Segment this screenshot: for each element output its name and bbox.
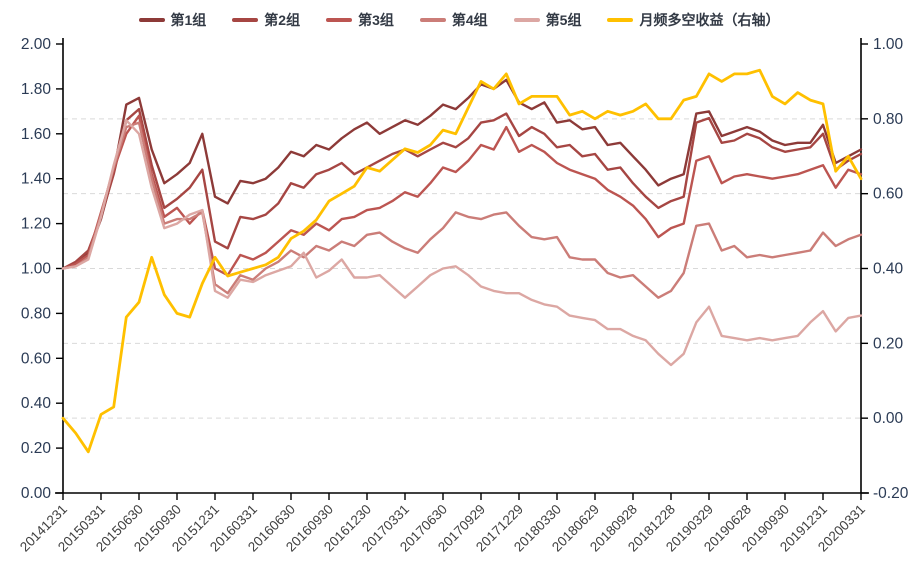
left-axis-tick-label: 0.00 [21,485,52,502]
left-axis-tick-label: 1.80 [21,81,52,98]
long-short-return-line [61,68,863,454]
left-axis-tick-label: 1.20 [21,216,52,233]
right-axis-tick-label: 0.20 [873,335,904,352]
right-axis-tick-label: 0.00 [873,410,904,427]
left-axis-tick-label: 2.00 [21,36,52,53]
group-1-line [61,78,863,270]
left-axis-tick-label: 0.40 [21,395,52,412]
group-2-line [61,107,863,270]
left-axis-tick-label: 0.80 [21,305,52,322]
right-axis-tick-label: 0.80 [873,111,904,128]
right-axis-tick-label: 0.60 [873,186,904,203]
group-5-line [61,119,863,367]
right-axis-tick-label: -0.20 [873,485,909,502]
group-4-line [61,121,863,299]
right-axis-tick-label: 1.00 [873,36,904,53]
left-axis-tick-label: 1.60 [21,126,52,143]
left-axis-tick-label: 1.00 [21,261,52,278]
left-axis-tick-label: 0.20 [21,440,52,457]
left-axis-tick-label: 1.40 [21,171,52,188]
right-axis-tick-label: 0.40 [873,261,904,278]
left-axis-tick-label: 0.60 [21,350,52,367]
